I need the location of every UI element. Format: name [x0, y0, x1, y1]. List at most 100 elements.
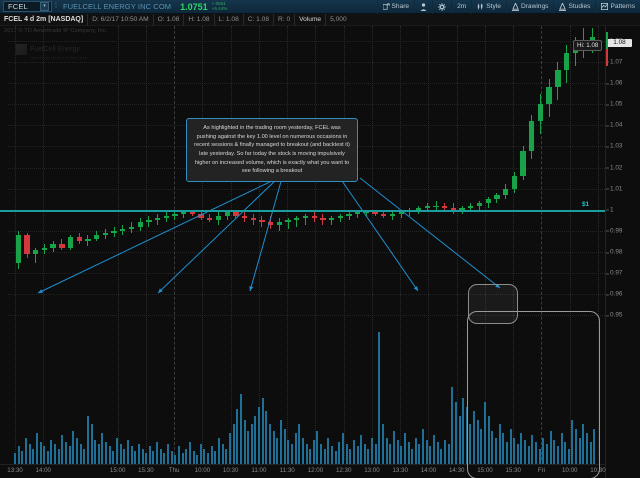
volume-bar — [65, 442, 67, 464]
volume-bar — [516, 444, 519, 464]
info-open: O: 1.08 — [152, 13, 184, 26]
volume-bar — [414, 437, 417, 464]
volume-bar — [247, 431, 250, 464]
volume-bar — [123, 448, 126, 464]
info-low: L: 1.08 — [213, 13, 243, 26]
volume-bar — [181, 453, 184, 464]
candle-body — [320, 218, 326, 221]
time-axis[interactable]: 13:30 14:00 15:00 15:30 Thu 10:00 10:30 11:00 11… — [0, 464, 606, 478]
horizontal-gridline — [8, 104, 605, 106]
volume-bar — [43, 446, 46, 464]
volume-bar — [177, 446, 180, 464]
candle-body — [154, 218, 161, 221]
annotation-callout[interactable]: As highlighted in the trading room yeste… — [186, 118, 358, 182]
volume-bar — [90, 424, 93, 464]
candle-body — [189, 211, 196, 215]
candle-body — [146, 220, 152, 223]
horizontal-gridline — [8, 61, 605, 63]
candle-body — [59, 243, 65, 248]
volume-bar — [86, 415, 89, 464]
volume-bar — [243, 420, 246, 464]
volume-pane — [8, 332, 605, 464]
candle-body — [294, 218, 300, 221]
drawings-button[interactable]: Drawings — [505, 0, 553, 14]
candle-body — [259, 220, 265, 223]
volume-bar — [214, 450, 217, 464]
info-range: R: 0 — [273, 13, 294, 26]
volume-bar — [334, 450, 337, 464]
top-toolbar: FCEL ▾ ⁞ FUELCELL ENERGY INC COM 1.0751 … — [0, 0, 640, 14]
volume-bar — [61, 435, 64, 464]
volume-bar — [174, 455, 177, 464]
vertical-gridline — [287, 26, 289, 460]
toolbar-actions: Share 2m Style — [376, 0, 640, 14]
volume-bar — [287, 439, 290, 464]
volume-bar — [520, 433, 523, 464]
time-tick-label: Fri — [537, 467, 546, 474]
candle-body — [389, 214, 396, 217]
info-volume-value: 5,000 — [325, 13, 351, 26]
volume-bar — [301, 437, 304, 464]
candle-body — [93, 235, 100, 240]
volume-bar — [228, 433, 231, 464]
candle-body — [468, 205, 474, 208]
volume-bar — [192, 450, 195, 464]
candle-body — [328, 218, 335, 221]
account-button[interactable] — [414, 0, 432, 14]
volume-bar — [429, 446, 432, 464]
candle-body — [24, 235, 30, 255]
time-tick-label: 14:30 — [448, 467, 465, 474]
volume-bar — [196, 455, 199, 464]
candle-body — [137, 222, 143, 227]
last-price: 1.0751 — [180, 1, 208, 12]
studies-button[interactable]: Studies — [553, 0, 595, 14]
change-absolute: +.0651 — [211, 0, 226, 6]
time-tick-label: 10:00 — [561, 467, 578, 474]
chart-canvas[interactable]: 2017 © TD Ameritrade IP Company, Inc. Fu… — [0, 26, 640, 478]
price-axis[interactable]: 1.08 1.07 1.06 1.05 1.04 1.03 1.02 1.01 1 0.99 0.9… — [605, 26, 640, 478]
candle-body — [520, 150, 526, 176]
volume-bar — [141, 448, 144, 464]
volume-bar — [145, 453, 148, 464]
volume-bar — [571, 420, 574, 464]
volume-bar — [589, 442, 592, 464]
candle-body — [537, 104, 544, 122]
drawings-label: Drawings — [520, 3, 549, 10]
price-tick-label: 1.04 — [605, 121, 623, 129]
volume-highlight-box[interactable] — [467, 311, 600, 478]
price-tick-label: 0.97 — [605, 269, 623, 277]
patterns-button[interactable]: Patterns — [595, 0, 640, 14]
volume-bar — [509, 428, 512, 464]
candle-body — [546, 87, 552, 105]
volume-bar — [112, 450, 115, 464]
volume-bar — [527, 446, 530, 464]
vertical-gridline — [569, 26, 571, 460]
volume-bar — [24, 437, 27, 464]
interval-button[interactable]: 2m — [451, 0, 471, 14]
symbol-link-icon[interactable]: ⁞ — [54, 3, 57, 10]
volume-bar — [276, 437, 279, 464]
candle-body — [85, 239, 91, 242]
volume-bar — [250, 424, 253, 464]
volume-bar — [422, 428, 425, 464]
candle-body — [494, 195, 500, 200]
price-level-line[interactable] — [0, 209, 605, 212]
logo-mark-icon — [16, 43, 27, 55]
settings-button[interactable] — [432, 0, 451, 14]
chevron-down-icon[interactable]: ▾ — [39, 2, 49, 11]
volume-bar — [126, 439, 129, 464]
style-button[interactable]: Style — [471, 0, 506, 14]
time-tick-label: 11:30 — [279, 467, 295, 474]
candle-body — [276, 222, 283, 225]
price-tick-label: 1.03 — [605, 142, 623, 150]
volume-bar — [236, 409, 239, 464]
share-button[interactable]: Share — [376, 0, 415, 14]
logo-name: FuelCell Energy — [30, 46, 80, 53]
volume-bar — [101, 433, 104, 464]
candle-wick — [278, 218, 280, 231]
price-tick-label: 1.07 — [605, 58, 623, 66]
style-label: Style — [486, 3, 501, 10]
symbol-selector[interactable]: FCEL ▾ — [3, 1, 52, 12]
volume-bar — [367, 448, 370, 464]
